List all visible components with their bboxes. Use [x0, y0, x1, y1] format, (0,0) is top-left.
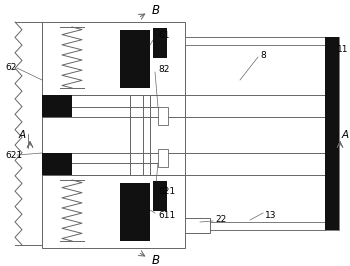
- Bar: [158, 107, 168, 125]
- Bar: [153, 185, 167, 188]
- Bar: [153, 28, 167, 58]
- Text: B: B: [152, 3, 160, 16]
- Bar: [185, 222, 325, 230]
- Text: 821: 821: [158, 188, 175, 197]
- Bar: [185, 218, 210, 233]
- Text: 82: 82: [158, 65, 169, 74]
- Text: B: B: [152, 253, 160, 266]
- Bar: [153, 181, 167, 211]
- Text: 8: 8: [260, 51, 266, 60]
- Bar: [325, 37, 339, 230]
- Bar: [42, 153, 72, 175]
- Bar: [42, 95, 185, 175]
- Bar: [158, 149, 168, 167]
- Text: 22: 22: [215, 215, 226, 225]
- Bar: [153, 40, 167, 43]
- Text: 62: 62: [5, 64, 16, 73]
- Text: 611: 611: [158, 210, 175, 219]
- Text: 621: 621: [5, 151, 22, 160]
- Bar: [325, 37, 339, 230]
- Text: A: A: [342, 130, 349, 140]
- Bar: [153, 193, 167, 196]
- Text: 11: 11: [337, 45, 349, 55]
- Bar: [42, 22, 185, 95]
- Bar: [153, 201, 167, 204]
- Text: 13: 13: [265, 210, 276, 219]
- Text: A: A: [19, 130, 26, 140]
- Text: 61: 61: [158, 31, 169, 39]
- Bar: [185, 153, 325, 175]
- Bar: [120, 183, 150, 241]
- Bar: [153, 32, 167, 35]
- Bar: [185, 95, 325, 117]
- Bar: [185, 37, 325, 45]
- Bar: [42, 95, 72, 117]
- Bar: [153, 48, 167, 51]
- Bar: [120, 30, 150, 88]
- Bar: [42, 175, 185, 248]
